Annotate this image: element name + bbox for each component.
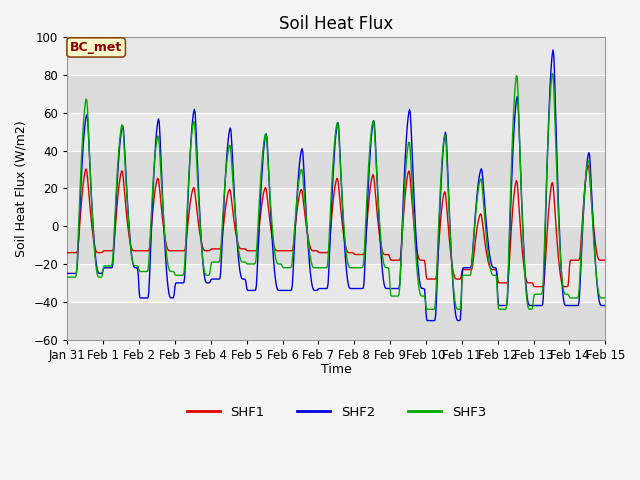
SHF1: [211, 246, 219, 252]
Bar: [67, 75, 605, 113]
SHF3: [63, 274, 71, 280]
Text: BC_met: BC_met: [70, 41, 122, 54]
SHF1: [129, 247, 136, 253]
SHF2: [424, 318, 432, 324]
SHF2: [63, 271, 71, 276]
SHF3: [129, 257, 136, 263]
SHF3: [424, 306, 432, 312]
X-axis label: Time: Time: [321, 363, 352, 376]
Legend: SHF1, SHF2, SHF3: SHF1, SHF2, SHF3: [181, 400, 492, 424]
SHF1: [183, 231, 191, 237]
SHF1: [63, 250, 71, 255]
Bar: [67, 37, 605, 75]
SHF3: [73, 263, 81, 268]
Y-axis label: Soil Heat Flux (W/m2): Soil Heat Flux (W/m2): [15, 120, 28, 257]
SHF2: [183, 222, 191, 228]
SHF1: [584, 163, 592, 168]
SHF3: [417, 292, 424, 298]
Bar: [67, 302, 605, 339]
SHF2: [549, 47, 557, 53]
SHF2: [211, 276, 219, 282]
SHF3: [183, 214, 191, 219]
Line: SHF3: SHF3: [67, 73, 605, 309]
SHF1: [401, 193, 409, 199]
Bar: [67, 189, 605, 226]
SHF2: [417, 284, 424, 290]
SHF3: [211, 259, 219, 265]
SHF1: [601, 257, 609, 263]
SHF1: [73, 250, 81, 255]
SHF2: [129, 257, 136, 263]
SHF1: [417, 257, 424, 263]
Title: Soil Heat Flux: Soil Heat Flux: [279, 15, 394, 33]
Bar: [67, 226, 605, 264]
SHF2: [601, 303, 609, 309]
SHF2: [73, 265, 81, 271]
SHF2: [401, 158, 409, 164]
SHF3: [548, 71, 556, 76]
Line: SHF1: SHF1: [67, 166, 605, 287]
Bar: [67, 113, 605, 151]
Line: SHF2: SHF2: [67, 50, 605, 321]
Bar: [67, 151, 605, 189]
SHF1: [532, 284, 540, 289]
Bar: [67, 264, 605, 302]
SHF3: [401, 177, 409, 182]
SHF3: [601, 295, 609, 301]
